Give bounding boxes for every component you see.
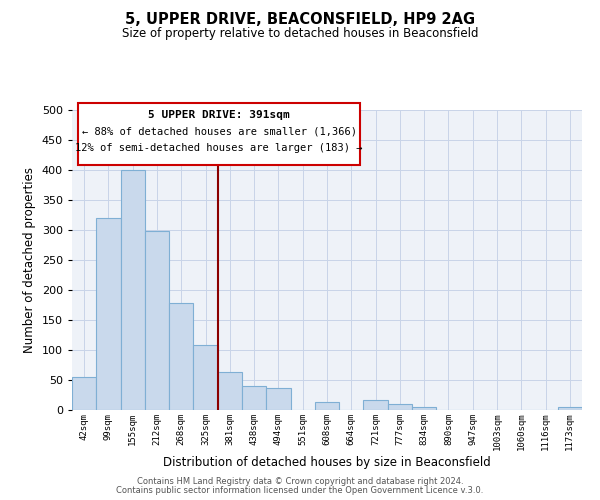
Text: Size of property relative to detached houses in Beaconsfield: Size of property relative to detached ho… [122, 28, 478, 40]
Text: Contains HM Land Registry data © Crown copyright and database right 2024.: Contains HM Land Registry data © Crown c… [137, 477, 463, 486]
Text: 5, UPPER DRIVE, BEACONSFIELD, HP9 2AG: 5, UPPER DRIVE, BEACONSFIELD, HP9 2AG [125, 12, 475, 28]
Bar [145, 231, 169, 410]
Bar [558, 407, 582, 410]
Bar [193, 345, 218, 410]
Bar [364, 400, 388, 410]
Bar [72, 377, 96, 410]
Bar [315, 402, 339, 410]
Text: 5 UPPER DRIVE: 391sqm: 5 UPPER DRIVE: 391sqm [148, 110, 290, 120]
Bar [96, 218, 121, 410]
Bar [242, 386, 266, 410]
Bar [266, 388, 290, 410]
Text: ← 88% of detached houses are smaller (1,366): ← 88% of detached houses are smaller (1,… [82, 126, 356, 136]
Text: Contains public sector information licensed under the Open Government Licence v.: Contains public sector information licen… [116, 486, 484, 495]
Bar [412, 407, 436, 410]
Text: 12% of semi-detached houses are larger (183) →: 12% of semi-detached houses are larger (… [75, 144, 363, 154]
Y-axis label: Number of detached properties: Number of detached properties [23, 167, 36, 353]
Bar [121, 170, 145, 410]
Bar [169, 303, 193, 410]
X-axis label: Distribution of detached houses by size in Beaconsfield: Distribution of detached houses by size … [163, 456, 491, 469]
Bar [388, 404, 412, 410]
Bar [218, 372, 242, 410]
